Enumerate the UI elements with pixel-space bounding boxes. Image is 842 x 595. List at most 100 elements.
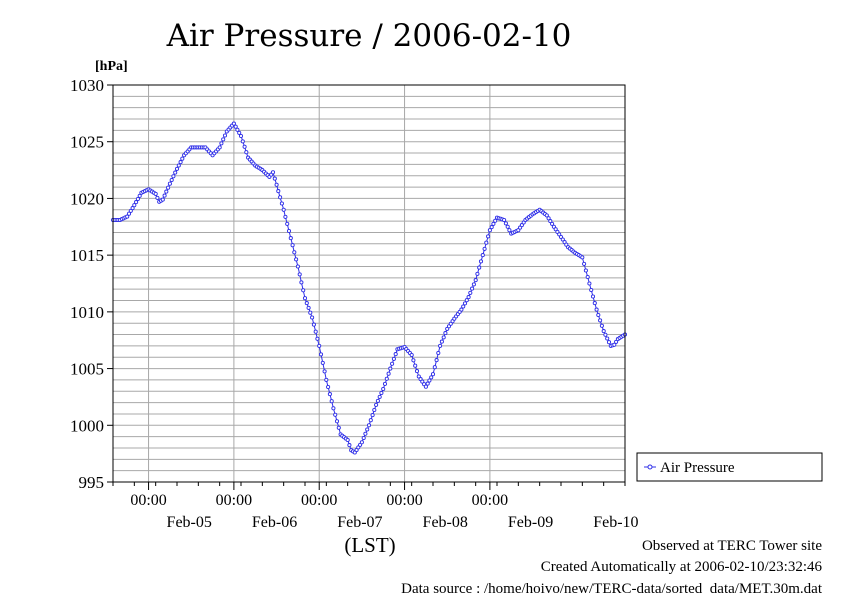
data-point [438, 343, 443, 348]
data-point [173, 170, 178, 175]
data-point [231, 121, 236, 126]
data-point [244, 150, 249, 155]
footer-observed: Observed at TERC Tower site [642, 538, 822, 554]
data-point [318, 352, 324, 357]
y-tick-label: 1030 [70, 76, 104, 95]
data-point [605, 336, 610, 341]
data-point [302, 296, 308, 301]
x-axis-label: (LST) [344, 533, 395, 557]
data-point [503, 221, 508, 226]
data-point [414, 369, 420, 374]
data-point [416, 374, 421, 379]
y-tick-label: 1010 [70, 303, 104, 322]
data-point [409, 352, 414, 358]
data-point [242, 144, 247, 149]
x-tick-date-label: Feb-07 [337, 514, 382, 531]
x-tick-date-label: Feb-09 [508, 514, 553, 531]
data-point [370, 413, 375, 418]
chart-title: Air Pressure / 2006-02-10 [166, 18, 572, 54]
data-point [281, 207, 286, 212]
data-point [359, 440, 364, 445]
data-point [560, 237, 565, 242]
data-point [557, 232, 562, 237]
x-tick-time-label: 00:00 [472, 492, 508, 509]
data-point [598, 318, 603, 323]
data-point [134, 200, 139, 205]
data-point [603, 332, 608, 337]
data-point [278, 195, 283, 200]
data-point [445, 326, 450, 331]
data-point [130, 206, 135, 211]
data-point [592, 301, 597, 306]
data-point [590, 294, 596, 299]
data-point [308, 310, 313, 315]
data-point [384, 376, 389, 381]
data-point [493, 218, 498, 223]
data-point [176, 163, 181, 168]
data-point [366, 423, 372, 428]
data-point [434, 358, 439, 363]
data-point [505, 224, 510, 229]
footer-created: Created Automatically at 2006-02-10/23:3… [541, 559, 823, 575]
data-point [587, 281, 592, 286]
legend-marker-icon [647, 464, 653, 470]
x-tick-time-label: 00:00 [130, 492, 166, 509]
series-air-pressure [110, 121, 628, 455]
x-tick-date-label: Feb-06 [252, 514, 297, 531]
data-point [391, 356, 396, 361]
data-point [322, 369, 327, 374]
data-point [283, 214, 288, 219]
data-point [237, 130, 242, 135]
data-point [461, 304, 466, 309]
y-tick-label: 1025 [70, 133, 104, 152]
data-point [334, 419, 340, 424]
data-point [486, 234, 491, 239]
data-point [178, 160, 183, 165]
data-point [390, 361, 395, 366]
data-point [336, 425, 341, 430]
data-point [320, 360, 325, 365]
plot-frame [112, 84, 626, 483]
data-point [393, 352, 398, 357]
data-point [292, 250, 297, 255]
grid-lines [113, 85, 625, 482]
data-point [466, 295, 471, 300]
data-point [276, 189, 281, 194]
data-point [432, 365, 437, 370]
data-point [317, 343, 322, 348]
data-point [180, 156, 185, 161]
data-point [580, 255, 585, 260]
x-tick-time-label: 00:00 [301, 492, 337, 509]
data-point [235, 127, 240, 132]
data-point [491, 221, 496, 226]
data-point [294, 257, 299, 262]
data-point [475, 271, 480, 276]
data-point [546, 216, 551, 221]
data-point [413, 363, 418, 368]
data-point [482, 246, 487, 251]
data-point [361, 435, 366, 441]
data-point [217, 145, 222, 150]
data-point [427, 378, 432, 383]
y-tick-label: 1015 [70, 246, 104, 265]
data-point [221, 137, 226, 142]
data-point [544, 213, 549, 218]
data-point [462, 301, 468, 306]
data-point [374, 402, 379, 407]
y-tick-label: 1005 [70, 360, 104, 379]
data-point [429, 375, 434, 380]
data-point [345, 437, 350, 443]
data-point [420, 379, 425, 384]
data-point [233, 124, 238, 129]
data-point [288, 236, 293, 241]
data-point [132, 203, 137, 208]
data-point [365, 427, 370, 432]
data-point [301, 288, 306, 293]
data-point [430, 372, 436, 377]
data-point [240, 139, 245, 144]
data-point [167, 181, 172, 186]
data-point [594, 307, 599, 312]
data-point [164, 189, 169, 194]
data-point [174, 166, 180, 171]
